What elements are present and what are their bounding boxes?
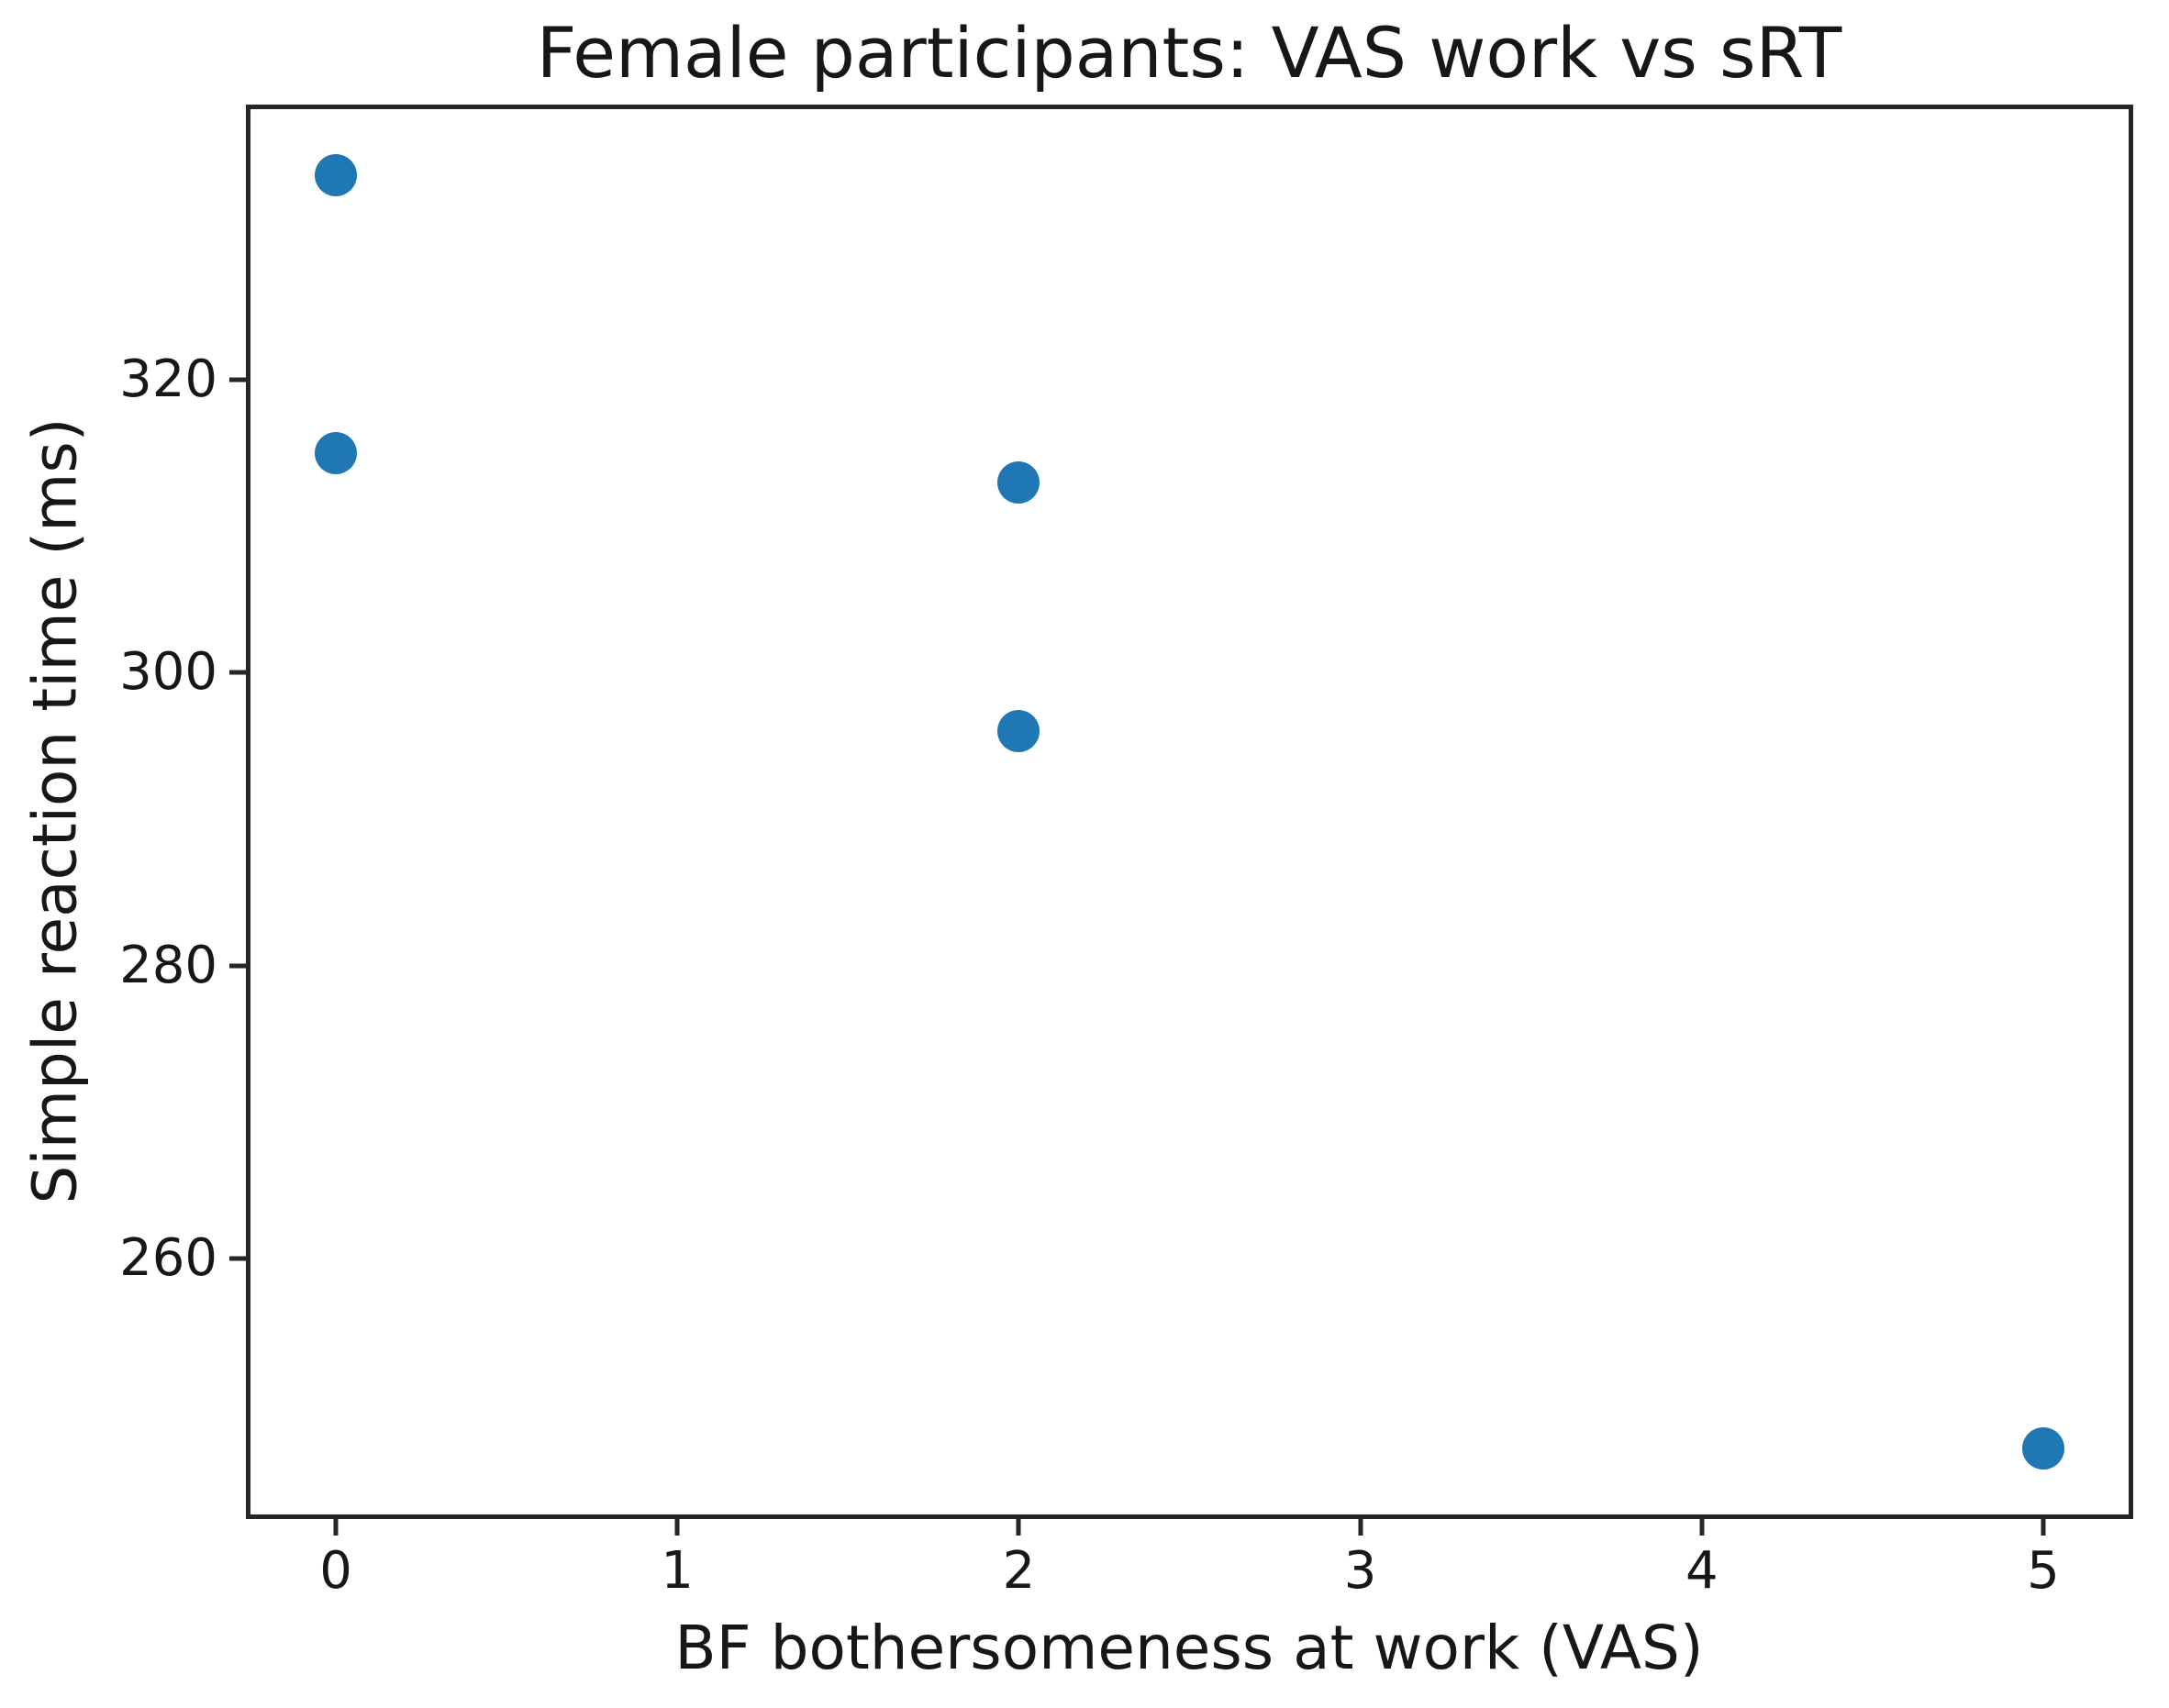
scatter-point: [997, 460, 1040, 504]
y-tick-label: 300: [119, 642, 217, 703]
y-tick-mark: [229, 1256, 250, 1261]
scatter-point: [315, 432, 358, 475]
x-tick-label: 4: [1685, 1541, 1719, 1601]
x-tick-label: 1: [661, 1541, 695, 1601]
y-tick-label: 260: [119, 1227, 217, 1288]
x-tick-mark: [2041, 1514, 2046, 1536]
y-axis-label: Simple reaction time (ms): [19, 417, 91, 1204]
x-tick-label: 2: [1002, 1541, 1036, 1601]
chart-title: Female participants: VAS work vs sRT: [536, 12, 1842, 94]
x-tick-mark: [333, 1514, 339, 1536]
x-tick-mark: [1699, 1514, 1705, 1536]
scatter-point: [315, 153, 358, 196]
x-tick-label: 3: [1343, 1541, 1377, 1601]
plot-area: 0 1 2 3 4 5 260 280 300 320: [119, 105, 2133, 1597]
x-axis-label: BF bothersomeness at work (VAS): [674, 1613, 1704, 1683]
x-tick-label: 0: [319, 1541, 352, 1601]
y-tick-label: 320: [119, 349, 217, 410]
x-tick-label: 5: [2027, 1541, 2060, 1601]
scatter-point: [2021, 1427, 2064, 1470]
scatter-point: [997, 710, 1040, 753]
x-tick-mark: [1358, 1514, 1363, 1536]
x-tick-mark: [674, 1514, 680, 1536]
x-tick-mark: [1016, 1514, 1021, 1536]
y-tick-mark: [229, 670, 250, 675]
y-tick-mark: [229, 377, 250, 383]
y-tick-label: 280: [119, 935, 217, 995]
y-tick-mark: [229, 963, 250, 969]
